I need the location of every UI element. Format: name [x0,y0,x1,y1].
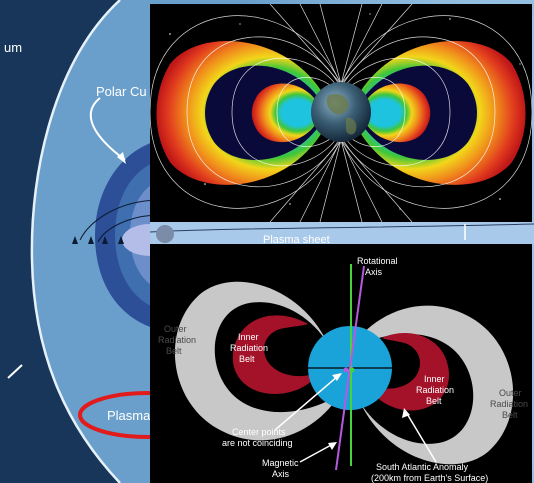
outer-belt-left [174,281,340,441]
earth-small-icon [156,225,174,243]
outer-right-label-1: Outer [499,388,522,398]
labeled-belt-diagram: Rotational Axis Outer Radiation Belt Inn… [150,244,532,483]
outer-left-label-3: Belt [166,346,182,356]
field-arrow-icon [118,236,124,244]
center-pointer-arrow-icon [274,375,339,431]
radiation-belt-render [150,4,532,222]
inner-left-label-3: Belt [239,354,255,364]
plasma-sheet-strip [150,222,534,244]
star-field [159,13,521,210]
outer-right-label-2: Radiation [490,399,528,409]
inner-belt-left [251,83,322,143]
belt-render-svg [150,4,532,222]
arrowhead-icon [117,152,126,164]
field-arrow-icon [102,236,108,244]
saa-pointer-arrow-icon [405,411,437,463]
inner-left-label-1: Inner [238,332,259,342]
magnetopause-label: um [4,40,22,55]
plasma-sheet-label: Plasma sheet [263,234,330,246]
inner-left-label-2: Radiation [230,343,268,353]
polar-cusp-label: Polar Cu [96,84,147,99]
center-points-label-1: Center points [232,427,286,437]
inner-belt-left [232,315,320,394]
polar-cusp-arrow-icon [89,97,126,161]
magnetic-pointer-arrow-icon [299,443,334,463]
center-points-label-2: are not coinciding [222,438,293,448]
belt-diagram-svg: Rotational Axis Outer Radiation Belt Inn… [150,244,532,483]
magnetic-axis-label-2: Axis [272,469,290,479]
magnetic-center-point [343,367,349,373]
inner-right-label-1: Inner [424,374,445,384]
magnetic-axis-label-1: Magnetic [262,458,299,468]
plasmasphere-label: Plasma [107,408,151,423]
rotational-axis-label-2: Axis [365,267,383,277]
field-line-icon [79,199,161,241]
inner-belt-right [360,83,431,143]
outer-left-label-2: Radiation [158,335,196,345]
inner-belt-right [366,333,449,411]
rotational-center-point [349,367,355,373]
plasma-sheet-line [149,223,534,233]
rotational-axis-label-1: Rotational [357,256,398,266]
field-line-icon [150,4,532,222]
magnetic-axis-line [335,265,365,471]
outer-right-label-3: Belt [502,410,518,420]
field-arrow-icon [88,236,94,244]
inner-right-label-3: Belt [426,396,442,406]
outer-belt-right [348,305,514,465]
saa-label-1: South Atlantic Anomaly [376,462,469,472]
pointer-arrow-icon [7,364,23,379]
inner-right-label-2: Radiation [416,385,454,395]
field-arrow-icon [72,236,78,244]
outer-left-label-1: Outer [164,324,187,334]
bow-shock-line [30,0,121,483]
saa-label-2: (200km from Earth's Surface) [371,473,488,483]
